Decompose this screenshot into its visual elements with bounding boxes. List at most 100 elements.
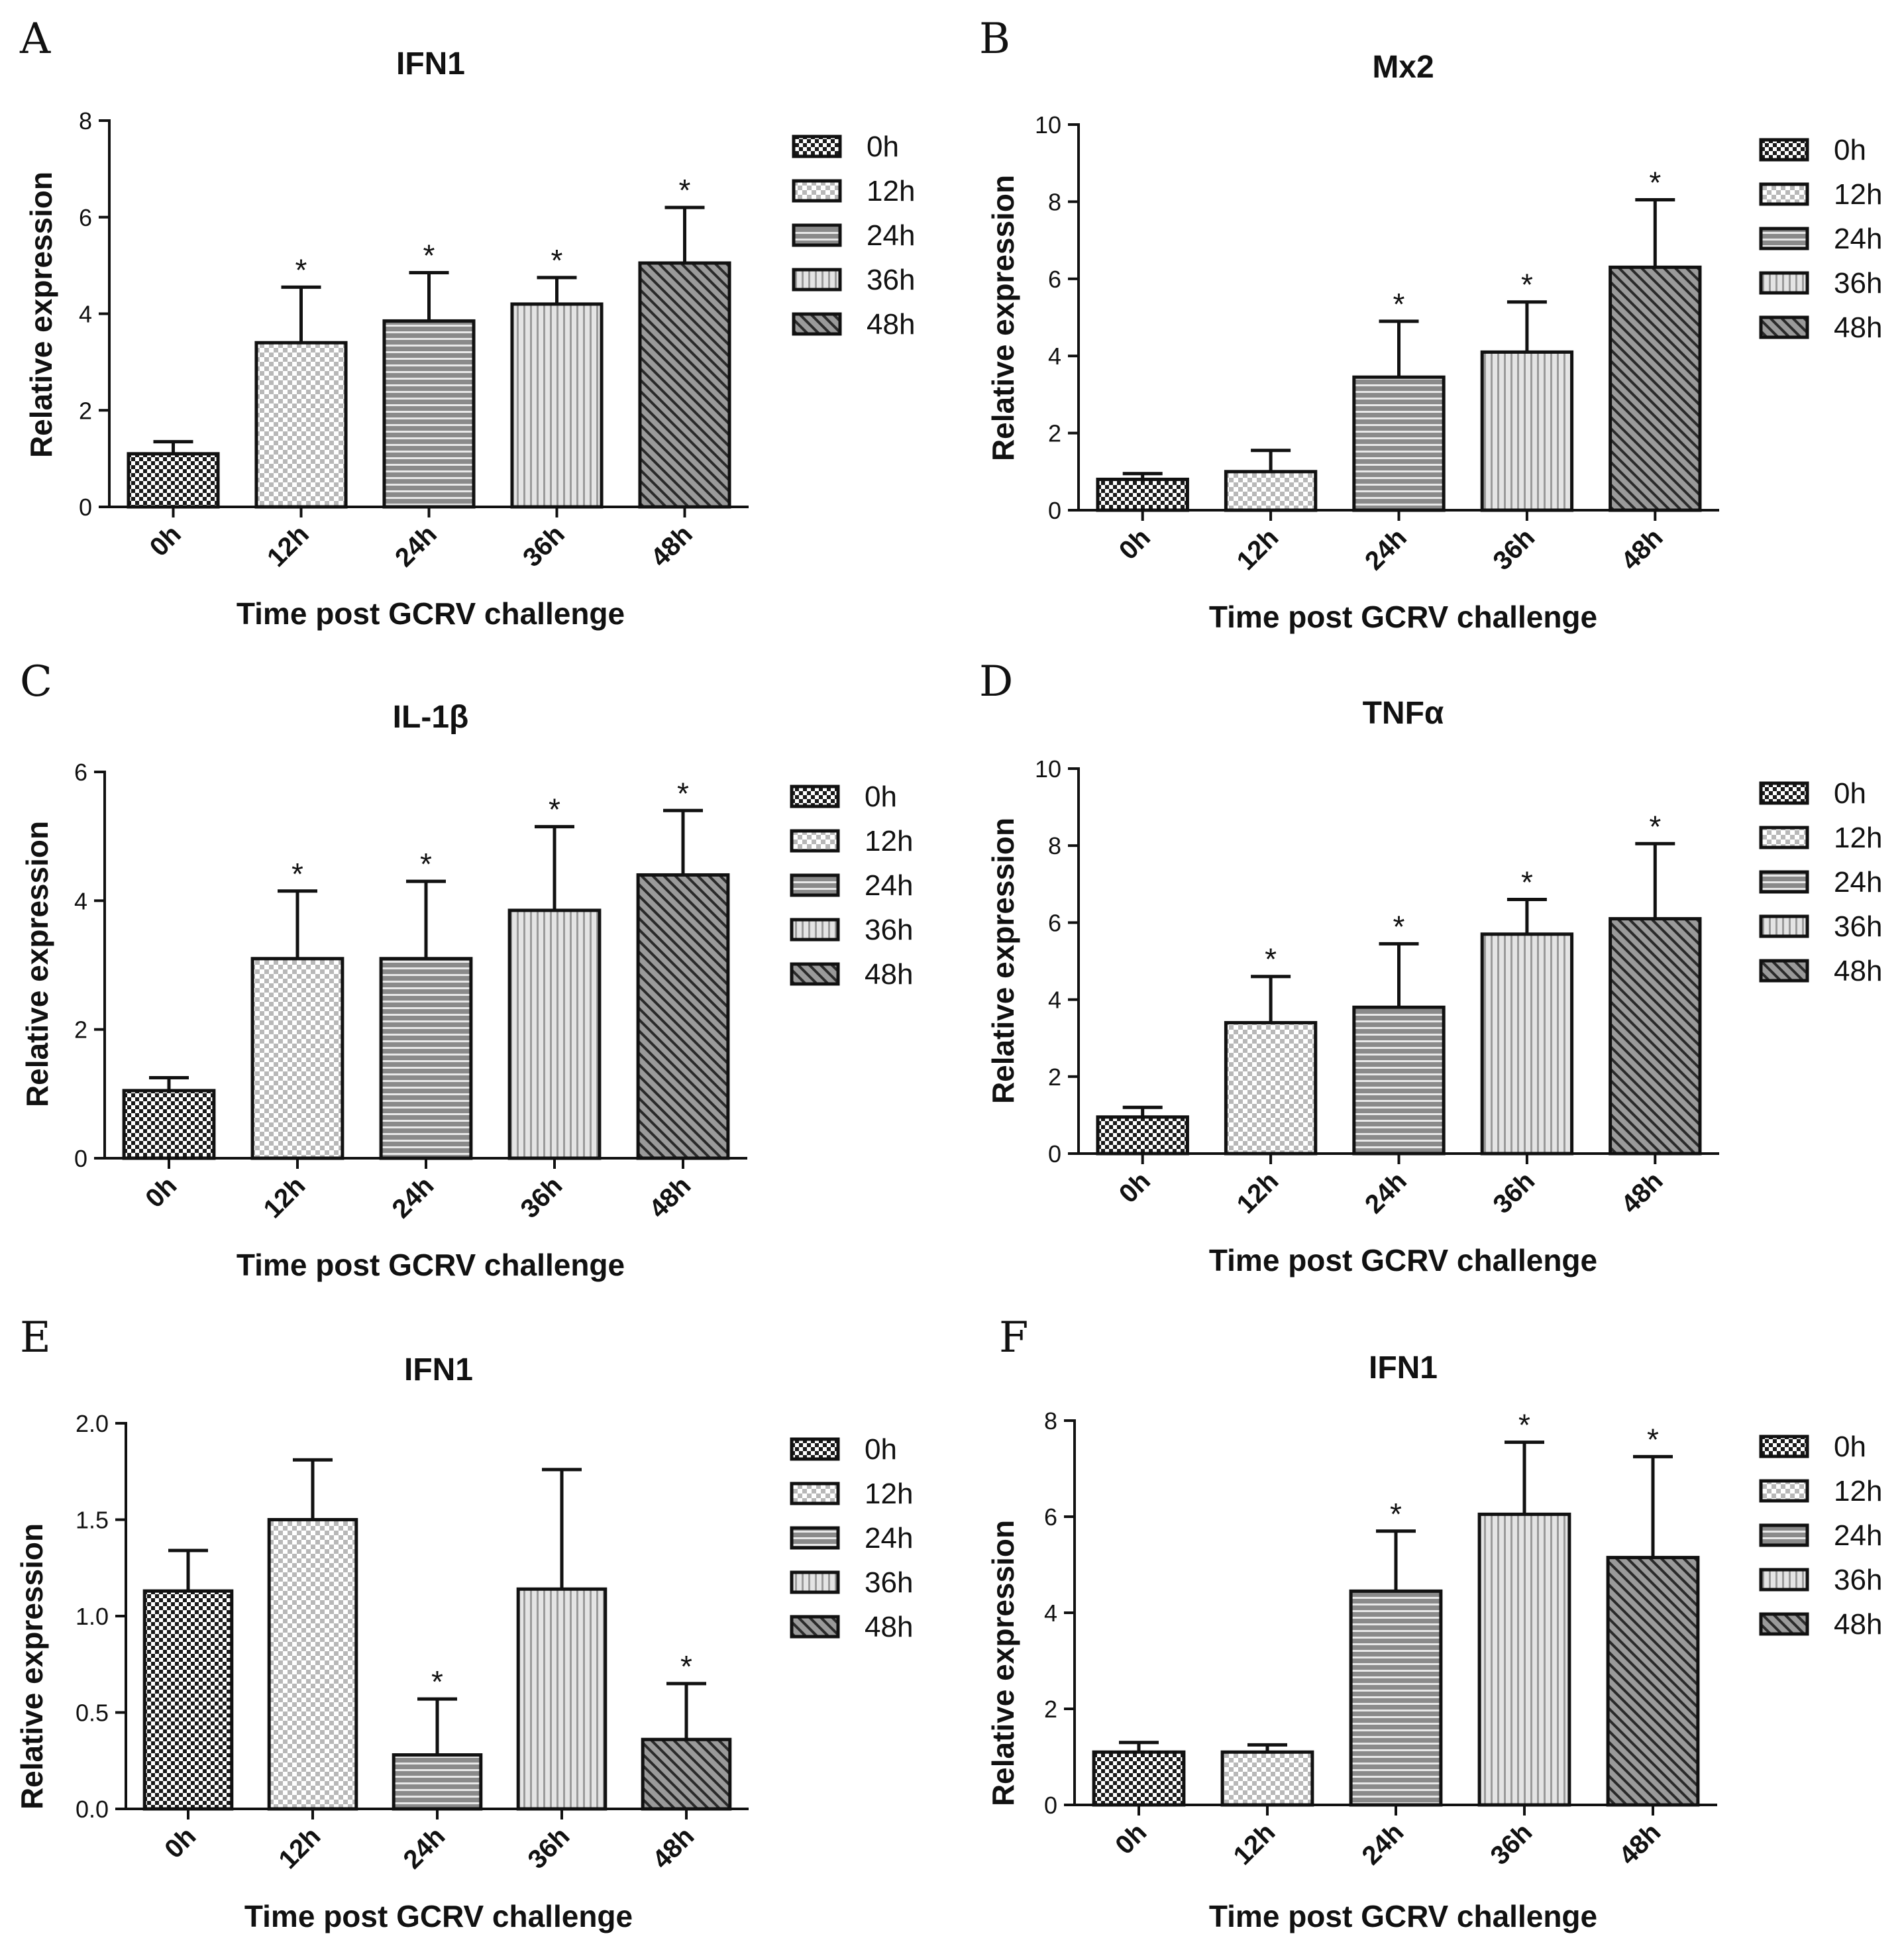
legend-swatch-12h — [1759, 826, 1809, 849]
y-axis-label: Relative expression — [24, 172, 58, 458]
legend-label: 24h — [865, 1522, 913, 1554]
panel-letter: E — [20, 1313, 51, 1362]
y-tick-label: 8 — [79, 107, 92, 135]
legend-swatch-48h — [1759, 315, 1809, 339]
x-axis-label: Time post GCRV challenge — [1209, 1899, 1597, 1933]
bar-48h — [638, 261, 731, 509]
bars: * * * — [1096, 165, 1702, 512]
legend-label: 24h — [867, 219, 915, 252]
legend: 0h 12h 24h 36h 48h — [1759, 134, 1882, 344]
legend-swatch-36h — [1759, 914, 1809, 938]
significance-star: * — [291, 857, 303, 891]
legend-swatch-0h — [1759, 781, 1809, 805]
legend-label: 12h — [865, 1478, 913, 1510]
x-tick-label: 36h — [515, 1171, 568, 1224]
legend-swatch-0h — [1759, 1435, 1809, 1458]
chart-title: IL-1β — [393, 700, 469, 735]
y-axis-label: Relative expression — [986, 818, 1020, 1104]
significance-star: * — [1393, 287, 1405, 321]
panel-E: E IFN1 Relative expression Time post GCR… — [15, 1313, 913, 1933]
y-tick-label: 1.0 — [76, 1603, 109, 1630]
bar-48h — [1606, 1556, 1700, 1807]
bar-24h — [1352, 1005, 1446, 1156]
bar-48h — [641, 1737, 732, 1811]
bar-0h — [1096, 1115, 1189, 1156]
x-tick-label: 36h — [1487, 1166, 1540, 1219]
y-tick-label: 4 — [1044, 1600, 1057, 1627]
x-tick-label: 0h — [1114, 523, 1156, 565]
legend: 0h 12h 24h 36h 48h — [790, 1433, 913, 1643]
legend-label: 36h — [867, 264, 915, 296]
y-axis-label: Relative expression — [986, 175, 1020, 461]
bar-0h — [1096, 477, 1189, 512]
x-tick-label: 48h — [1616, 1166, 1669, 1219]
bar-12h — [1224, 1020, 1318, 1156]
legend-label: 0h — [867, 131, 899, 163]
x-tick-label: 0h — [140, 1171, 182, 1213]
x-tick-label: 48h — [645, 519, 698, 572]
legend-swatch-24h — [1759, 870, 1809, 894]
x-axis-label: Time post GCRV challenge — [237, 596, 625, 631]
chart-title: IFN1 — [396, 46, 465, 81]
y-tick-label: 2 — [1044, 1696, 1057, 1723]
significance-star: * — [423, 239, 435, 273]
legend-label: 0h — [1834, 134, 1866, 166]
legend-label: 48h — [867, 308, 915, 341]
y-tick-label: 6 — [1048, 909, 1061, 936]
bars: * * * — [1092, 1408, 1700, 1807]
y-tick-label: 2 — [1048, 420, 1061, 447]
bar-36h — [507, 908, 602, 1160]
legend-label: 0h — [1834, 777, 1866, 810]
bar-48h — [1609, 917, 1702, 1156]
y-tick-label: 0.5 — [76, 1700, 109, 1727]
bar-24h — [382, 319, 476, 509]
chart-title: Mx2 — [1372, 50, 1434, 85]
bar-0h — [122, 1089, 216, 1160]
x-axis-label: Time post GCRV challenge — [237, 1248, 625, 1282]
y-tick-label: 0 — [1044, 1792, 1057, 1819]
legend-label: 36h — [1834, 267, 1882, 299]
significance-star: * — [1647, 1422, 1659, 1456]
legend-swatch-0h — [792, 135, 842, 158]
legend: 0h 12h 24h 36h 48h — [790, 781, 913, 991]
y-tick-label: 4 — [1048, 343, 1061, 370]
panel-D: D TNFα Relative expression Time post GCR… — [979, 657, 1882, 1277]
legend-label: 48h — [865, 958, 913, 991]
y-tick-label: 4 — [1048, 987, 1061, 1014]
bar-0h — [142, 1589, 234, 1811]
y-tick-label: 4 — [74, 887, 87, 914]
x-tick-label: 12h — [1232, 523, 1285, 576]
bar-12h — [1224, 470, 1318, 512]
significance-star: * — [420, 847, 432, 881]
chart-title: IFN1 — [1369, 1350, 1438, 1385]
legend-label: 0h — [1834, 1431, 1866, 1463]
y-tick-label: 2 — [1048, 1063, 1061, 1091]
legend-swatch-36h — [792, 268, 842, 292]
legend-swatch-36h — [1759, 1568, 1809, 1592]
legend-label: 12h — [1834, 178, 1882, 211]
significance-star: * — [1518, 1408, 1530, 1442]
legend-swatch-24h — [790, 1526, 840, 1550]
legend-label: 36h — [865, 914, 913, 946]
legend-swatch-36h — [1759, 271, 1809, 295]
bars: * * * * — [1096, 809, 1702, 1156]
x-tick-label: 24h — [1359, 1166, 1412, 1219]
x-tick-label: 36h — [1485, 1818, 1538, 1871]
legend-label: 48h — [1834, 955, 1882, 987]
y-tick-label: 6 — [1044, 1503, 1057, 1531]
y-axis-label: Relative expression — [20, 821, 54, 1107]
significance-star: * — [677, 776, 689, 810]
chart-title: TNFα — [1363, 696, 1444, 731]
bar-36h — [1480, 350, 1574, 512]
x-tick-label: 12h — [1232, 1166, 1285, 1219]
legend-label: 48h — [865, 1611, 913, 1643]
legend-swatch-24h — [792, 223, 842, 247]
bar-0h — [127, 452, 220, 509]
x-tick-label: 24h — [398, 1821, 451, 1874]
x-tick-label: 36h — [1487, 523, 1540, 576]
panel-B: B Mx2 Relative expression Time post GCRV… — [979, 15, 1882, 634]
significance-star: * — [1265, 942, 1277, 977]
y-axis-label: Relative expression — [986, 1520, 1020, 1806]
significance-star: * — [1390, 1497, 1402, 1531]
